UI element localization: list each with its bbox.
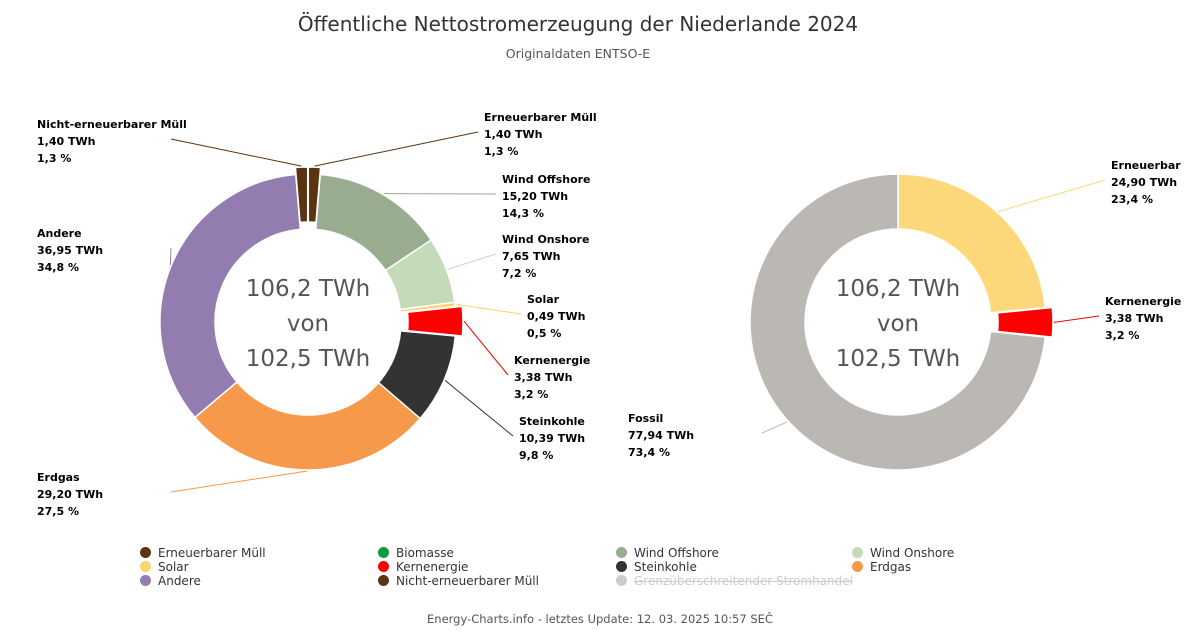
legend-dot-icon [852, 561, 863, 572]
legend-dot-icon [852, 547, 863, 558]
legend-label: Erneuerbarer Müll [158, 546, 266, 560]
slice-fossil[interactable] [749, 173, 1047, 471]
slice-label: Erneuerbarer Müll 1,40 TWh 1,3 % [484, 111, 597, 158]
footer-update-note: Energy-Charts.info - letztes Update: 12.… [427, 612, 773, 626]
legend-dot-icon [378, 575, 389, 586]
legend-dot-icon [378, 561, 389, 572]
legend-label: Grenzüberschreitender Stromhandel [634, 574, 853, 588]
legend-label: Andere [158, 574, 201, 588]
slice-label: Fossil 77,94 TWh 73,4 % [628, 412, 694, 459]
center-total-text: 106,2 TWh [246, 276, 371, 302]
slice-andere[interactable] [159, 173, 302, 419]
legend-dot-icon [378, 547, 389, 558]
legend-item[interactable]: Nicht-erneuerbarer Müll [378, 574, 539, 588]
legend-item[interactable]: Wind Offshore [616, 546, 719, 560]
legend-item[interactable]: Wind Onshore [852, 546, 954, 560]
legend-item[interactable]: Erneuerbarer Müll [140, 546, 266, 560]
legend-item[interactable]: Kernenergie [378, 560, 468, 574]
legend-item[interactable]: Steinkohle [616, 560, 697, 574]
slice-label: Solar 0,49 TWh 0,5 % [527, 293, 585, 340]
chart-subtitle: Originaldaten ENTSO-E [505, 46, 651, 61]
donut-chart-1: Erneuerbarer Müll 1,40 TWh 1,3 % Wind Offsh… [37, 111, 597, 518]
connector-line [463, 320, 509, 376]
legend-item[interactable]: Erdgas [852, 560, 911, 574]
legend-dot-icon [616, 561, 627, 572]
connector-line [314, 131, 479, 167]
slice-label: Kernenergie 3,38 TWh 3,2 % [514, 354, 590, 401]
center-total-text: von [287, 311, 329, 337]
connector-line [447, 253, 497, 270]
connector-line [455, 303, 522, 315]
slice-nicht-erneuerbarer-müll[interactable] [294, 166, 309, 224]
chart-title: Öffentliche Nettostromerzeugung der Nied… [297, 12, 859, 36]
legend-label: Steinkohle [634, 560, 697, 574]
legend-label: Kernenergie [396, 560, 469, 574]
slice-label: Erneuerbar 24,90 TWh 23,4 % [1111, 159, 1181, 206]
slice-erdgas[interactable] [193, 380, 422, 471]
connector-line [1053, 315, 1100, 323]
legend-label: Erdgas [870, 560, 912, 574]
donut-chart-2: Erneuerbar 24,90 TWh 23,4 % Kernenergie 3,38… [628, 159, 1181, 471]
legend-label: Biomasse [396, 546, 454, 560]
slice-label: Andere 36,95 TWh 34,8 % [37, 227, 103, 274]
legend-dot-icon [140, 575, 151, 586]
slice-label: Steinkohle 10,39 TWh 9,8 % [519, 415, 585, 462]
slice-label: Wind Offshore 15,20 TWh 14,3 % [502, 173, 591, 220]
legend-item[interactable]: Solar [140, 560, 189, 574]
connector-line [170, 470, 308, 493]
slice-label: Wind Onshore 7,65 TWh 7,2 % [502, 233, 589, 280]
legend-dot-icon [140, 547, 151, 558]
slice-label: Nicht-erneuerbarer Müll 1,40 TWh 1,3 % [37, 118, 187, 165]
center-total-text: 102,5 TWh [836, 346, 961, 372]
legend-dot-icon [616, 547, 627, 558]
legend-label: Nicht-erneuerbarer Müll [396, 574, 539, 588]
connector-line [170, 138, 302, 167]
center-total-text: von [877, 311, 919, 337]
connector-line [997, 179, 1106, 213]
legend-label: Solar [158, 560, 189, 574]
legend-label: Wind Onshore [870, 546, 955, 560]
slice-erneuerbar[interactable] [897, 173, 1047, 314]
slice-label: Kernenergie 3,38 TWh 3,2 % [1105, 295, 1181, 342]
legend-label: Wind Offshore [634, 546, 719, 560]
connector-line [761, 421, 788, 434]
connector-line [444, 380, 514, 437]
center-total-text: 106,2 TWh [836, 276, 961, 302]
legend-item[interactable]: Grenzüberschreitender Stromhandel [616, 574, 853, 588]
slice-label: Erdgas 29,20 TWh 27,5 % [37, 471, 103, 518]
legend-dot-icon [140, 561, 151, 572]
connector-line [169, 247, 172, 265]
center-total-text: 102,5 TWh [246, 346, 371, 372]
legend-item[interactable]: Biomasse [378, 546, 454, 560]
legend-dot-icon [616, 575, 627, 586]
legend-item[interactable]: Andere [140, 574, 201, 588]
slice-solar[interactable] [399, 301, 457, 314]
